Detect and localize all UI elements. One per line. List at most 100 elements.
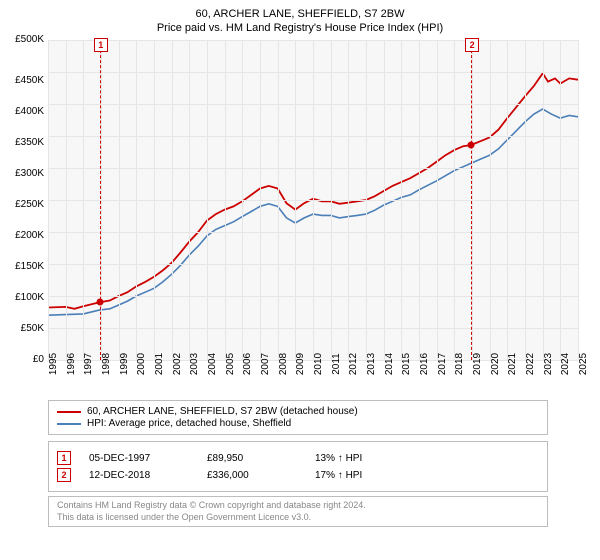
x-tick-label: 2023 xyxy=(543,353,554,375)
x-tick-label: 1999 xyxy=(119,353,130,375)
legend-label: HPI: Average price, detached house, Shef… xyxy=(87,418,291,429)
x-tick-label: 2020 xyxy=(490,353,501,375)
gridline-v xyxy=(560,40,561,360)
y-tick-label: £50K xyxy=(21,324,44,334)
gridline-v xyxy=(101,40,102,360)
x-tick-label: 1995 xyxy=(48,353,59,375)
footer: Contains HM Land Registry data © Crown c… xyxy=(48,496,548,527)
y-tick-label: £400K xyxy=(15,107,44,117)
sale-row-hpi: 17% ↑ HPI xyxy=(315,470,405,481)
legend-label: 60, ARCHER LANE, SHEFFIELD, S7 2BW (deta… xyxy=(87,406,358,417)
gridline-v xyxy=(348,40,349,360)
y-tick-label: £0 xyxy=(33,355,44,365)
chart-container: 60, ARCHER LANE, SHEFFIELD, S7 2BW Price… xyxy=(0,0,600,533)
sale-row-price: £89,950 xyxy=(207,453,297,464)
sale-row-date: 05-DEC-1997 xyxy=(89,453,189,464)
gridline-v xyxy=(454,40,455,360)
x-tick-label: 2008 xyxy=(278,353,289,375)
x-tick-label: 2010 xyxy=(313,353,324,375)
gridline-v xyxy=(136,40,137,360)
y-tick-label: £100K xyxy=(15,293,44,303)
sale-row-marker: 2 xyxy=(57,468,71,482)
x-tick-label: 2003 xyxy=(189,353,200,375)
chart-subtitle: Price paid vs. HM Land Registry's House … xyxy=(6,22,594,34)
sale-marker-box: 2 xyxy=(465,38,479,52)
x-tick-label: 2009 xyxy=(295,353,306,375)
plot-wrapper: £500K£450K£400K£350K£300K£250K£200K£150K… xyxy=(6,40,594,360)
x-tick-label: 2011 xyxy=(331,353,342,375)
gridline-v xyxy=(313,40,314,360)
sale-row: 212-DEC-2018£336,00017% ↑ HPI xyxy=(57,468,539,482)
y-tick-label: £250K xyxy=(15,200,44,210)
gridline-v xyxy=(472,40,473,360)
y-tick-label: £200K xyxy=(15,231,44,241)
sales-table: 1 05-DEC-1997 £89,950 13% ↑ HPI 2 12-DEC-2018… xyxy=(48,441,548,492)
gridline-v xyxy=(154,40,155,360)
gridline-v xyxy=(437,40,438,360)
chart-title: 60, ARCHER LANE, SHEFFIELD, S7 2BW xyxy=(6,8,594,20)
footer-line: This data is licensed under the Open Gov… xyxy=(57,512,539,524)
x-tick-label: 2019 xyxy=(472,353,483,375)
legend-swatch xyxy=(57,411,81,413)
x-tick-label: 2002 xyxy=(172,353,183,375)
gridline-v xyxy=(543,40,544,360)
x-tick-label: 2017 xyxy=(437,353,448,375)
sale-marker-box: 1 xyxy=(94,38,108,52)
gridline-v xyxy=(295,40,296,360)
gridline-v xyxy=(507,40,508,360)
x-tick-label: 2014 xyxy=(384,353,395,375)
gridline-v xyxy=(278,40,279,360)
sale-row: 1 05-DEC-1997 £89,950 13% ↑ HPI xyxy=(57,451,539,465)
y-tick-label: £500K xyxy=(15,35,44,45)
x-tick-label: 2005 xyxy=(225,353,236,375)
y-axis: £500K£450K£400K£350K£300K£250K£200K£150K… xyxy=(6,40,48,360)
x-tick-label: 1996 xyxy=(66,353,77,375)
legend-item-hpi: HPI: Average price, detached house, Shef… xyxy=(57,418,539,429)
gridline-v xyxy=(83,40,84,360)
gridline-v xyxy=(578,40,579,360)
sale-row-hpi: 13% ↑ HPI xyxy=(315,453,405,464)
sale-marker-line xyxy=(471,40,472,360)
legend-item-property: 60, ARCHER LANE, SHEFFIELD, S7 2BW (deta… xyxy=(57,406,539,417)
x-tick-label: 2022 xyxy=(525,353,536,375)
sale-marker-dot xyxy=(96,299,103,306)
x-tick-label: 2013 xyxy=(366,353,377,375)
gridline-v xyxy=(366,40,367,360)
x-tick-label: 1997 xyxy=(83,353,94,375)
gridline-v xyxy=(384,40,385,360)
gridline-v xyxy=(260,40,261,360)
x-tick-label: 2012 xyxy=(348,353,359,375)
footer-line: Contains HM Land Registry data © Crown c… xyxy=(57,500,539,512)
gridline-v xyxy=(189,40,190,360)
x-tick-label: 2004 xyxy=(207,353,218,375)
y-tick-label: £450K xyxy=(15,76,44,86)
gridline-v xyxy=(207,40,208,360)
gridline-v xyxy=(119,40,120,360)
gridline-v xyxy=(331,40,332,360)
sale-marker-dot xyxy=(468,141,475,148)
sale-row-date: 12-DEC-2018 xyxy=(89,470,189,481)
x-tick-label: 2024 xyxy=(560,353,571,375)
x-tick-label: 2006 xyxy=(242,353,253,375)
gridline-v xyxy=(490,40,491,360)
x-tick-label: 2021 xyxy=(507,353,518,375)
gridline-v xyxy=(242,40,243,360)
gridline-v xyxy=(419,40,420,360)
x-tick-label: 2015 xyxy=(401,353,412,375)
y-tick-label: £350K xyxy=(15,138,44,148)
x-tick-label: 2018 xyxy=(454,353,465,375)
gridline-v xyxy=(525,40,526,360)
x-tick-label: 2000 xyxy=(136,353,147,375)
x-tick-label: 2025 xyxy=(578,353,589,375)
sale-row-marker: 1 xyxy=(57,451,71,465)
x-tick-label: 2007 xyxy=(260,353,271,375)
gridline-v xyxy=(401,40,402,360)
x-tick-label: 2001 xyxy=(154,353,165,375)
legend-swatch xyxy=(57,423,81,425)
gridline-v xyxy=(225,40,226,360)
x-tick-label: 2016 xyxy=(419,353,430,375)
gridline-v xyxy=(66,40,67,360)
legend: 60, ARCHER LANE, SHEFFIELD, S7 2BW (deta… xyxy=(48,400,548,435)
sale-marker-line xyxy=(100,40,101,360)
gridline-v xyxy=(48,40,49,360)
